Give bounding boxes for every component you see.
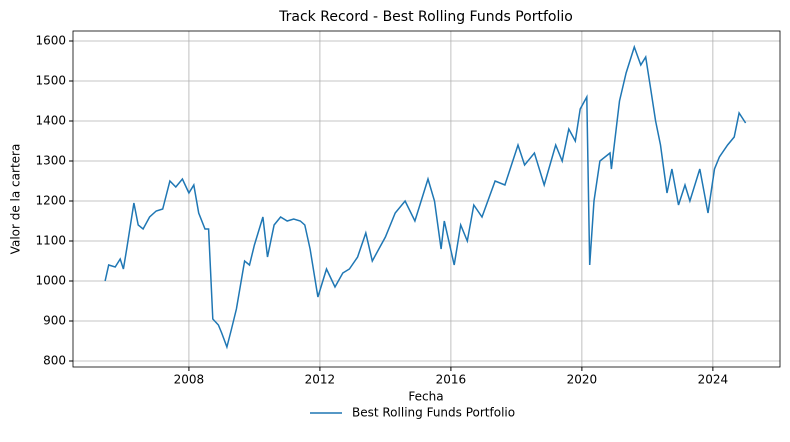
x-tick-label: 2020	[567, 373, 598, 387]
y-tick-label: 800	[43, 354, 66, 368]
legend-label: Best Rolling Funds Portfolio	[352, 406, 515, 420]
y-tick-label: 1200	[35, 194, 66, 208]
y-tick-label: 1400	[35, 114, 66, 128]
x-tick-label: 2024	[698, 373, 729, 387]
y-axis-label: Valor de la cartera	[9, 144, 23, 255]
x-tick-label: 2008	[174, 373, 205, 387]
x-tick-label: 2012	[305, 373, 336, 387]
y-tick-label: 1600	[35, 34, 66, 48]
y-tick-label: 1100	[35, 234, 66, 248]
y-tick-label: 1000	[35, 274, 66, 288]
x-axis-label: Fecha	[408, 390, 443, 404]
plot-frame	[72, 30, 781, 368]
data-line	[104, 44, 747, 350]
y-tick-label: 1300	[35, 154, 66, 168]
y-tick-label: 1500	[35, 74, 66, 88]
chart-title: Track Record - Best Rolling Funds Portfo…	[278, 9, 573, 25]
y-tick-label: 900	[43, 314, 66, 328]
x-tick-label: 2016	[436, 373, 467, 387]
